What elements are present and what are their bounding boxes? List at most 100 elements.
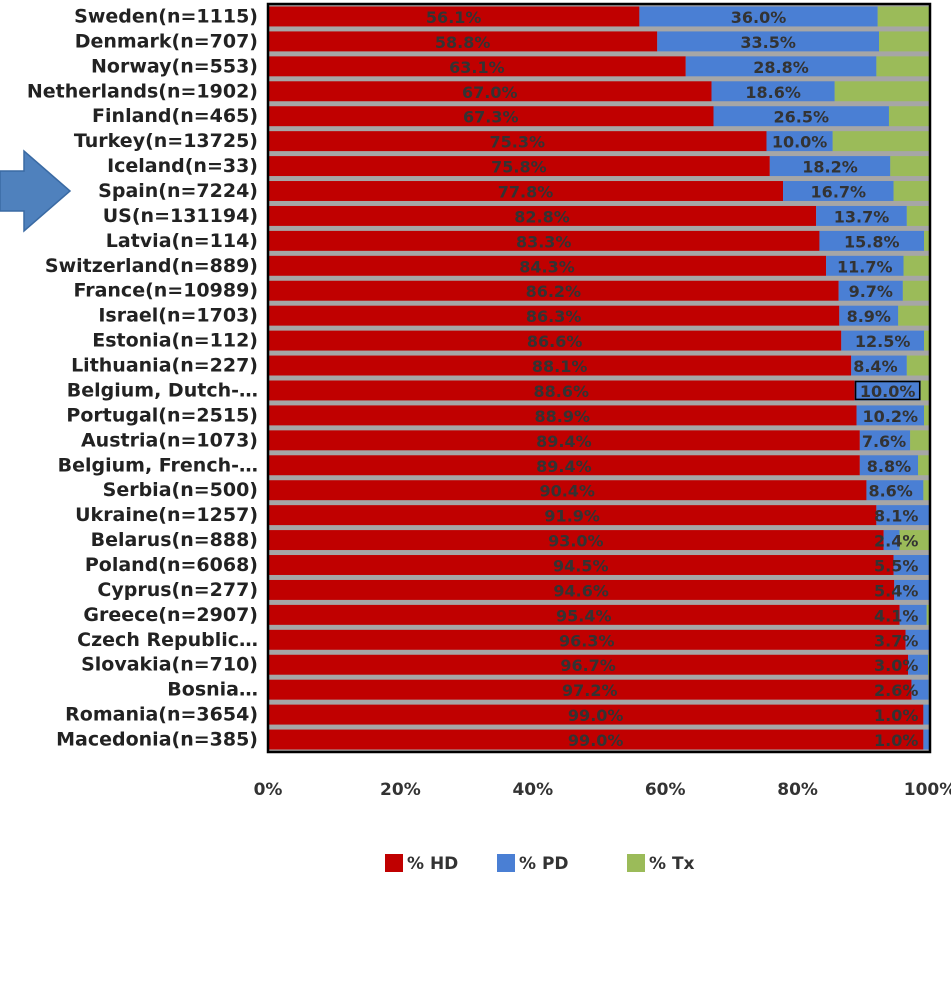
bar-pd-ukraine-n-1257	[876, 505, 930, 526]
plot-area	[268, 4, 930, 752]
label-pd-belgium-french: 8.8%	[867, 457, 911, 476]
label-hd-belgium-dutch: 88.6%	[534, 382, 590, 401]
bar-pd-belarus-n-888	[883, 530, 900, 551]
label-pd-bosnia: 2.6%	[874, 681, 918, 700]
bar-pd-us-n-131194	[816, 205, 907, 226]
label-pd-lithuania-n-227: 8.4%	[853, 357, 897, 376]
category-label-us-n-131194: US(n=131194)	[103, 205, 258, 227]
category-label-spain-n-7224: Spain(n=7224)	[98, 180, 258, 202]
bar-hd-serbia-n-500	[268, 480, 867, 501]
bar-hd-netherlands-n-1902	[268, 81, 712, 102]
bar-pd-romania-n-3654	[923, 704, 930, 725]
label-hd-portugal-n-2515: 88.9%	[535, 407, 591, 426]
bar-hd-sweden-n-1115	[268, 6, 640, 27]
category-label-czech-republic: Czech Republic…	[77, 629, 258, 651]
category-label-iceland-n-33: Iceland(n=33)	[107, 155, 258, 177]
bar-pd-poland-n-6068	[893, 555, 930, 575]
bar-pd-iceland-n-33	[769, 156, 891, 177]
label-pd-sweden-n-1115: 36.0%	[731, 8, 787, 27]
category-label-greece-n-2907: Greece(n=2907)	[83, 604, 258, 626]
label-hd-cyprus-n-277: 94.6%	[553, 581, 609, 600]
category-label-estonia-n-112: Estonia(n=112)	[92, 330, 258, 352]
bar-pd-slovakia-n-710	[908, 654, 929, 675]
bar-hd-poland-n-6068	[268, 555, 894, 575]
label-pd-estonia-n-112: 12.5%	[855, 332, 911, 351]
label-hd-belgium-french: 89.4%	[536, 457, 592, 476]
category-label-romania-n-3654: Romania(n=3654)	[65, 704, 258, 726]
bar-pd-macedonia-n-385	[923, 729, 930, 750]
bar-hd-spain-n-7224	[268, 181, 784, 201]
bar-hd-norway-n-553	[268, 56, 686, 77]
bar-pd-czech-republic	[905, 629, 930, 650]
bar-tx-france-n-10989	[902, 280, 930, 301]
bar-hd-estonia-n-112	[268, 330, 842, 351]
bar-pd-sweden-n-1115	[639, 6, 878, 27]
label-hd-lithuania-n-227: 88.1%	[532, 357, 588, 376]
label-hd-poland-n-6068: 94.5%	[553, 557, 609, 576]
bar-tx-iceland-n-33	[890, 156, 930, 177]
bar-tx-spain-n-7224	[893, 181, 930, 201]
x-tick-60: 60%	[645, 780, 686, 800]
legend-label-hd: % HD	[407, 854, 458, 874]
bar-pd-belgium-dutch	[854, 380, 921, 401]
label-pd-cyprus-n-277: 5.4%	[874, 581, 918, 600]
arrow-right-icon	[0, 149, 72, 233]
label-hd-romania-n-3654: 99.0%	[568, 706, 624, 725]
label-hd-us-n-131194: 82.8%	[514, 207, 570, 226]
label-hd-greece-n-2907: 95.4%	[556, 606, 612, 625]
bar-tx-israel-n-1703	[898, 305, 930, 326]
bar-pd-portugal-n-2515	[856, 405, 925, 426]
bar-hd-czech-republic	[268, 629, 906, 650]
category-label-belgium-french: Belgium, French-…	[58, 454, 258, 476]
bar-hd-latvia-n-114	[268, 230, 820, 251]
bar-hd-belgium-dutch	[268, 380, 855, 401]
bar-hd-turkey-n-13725	[268, 131, 767, 152]
bar-hd-switzerland-n-889	[268, 255, 827, 276]
label-hd-finland-n-465: 67.3%	[463, 108, 519, 127]
label-hd-israel-n-1703: 86.3%	[526, 307, 582, 326]
x-tick-0: 0%	[254, 780, 283, 800]
label-box-pd-belgium-dutch	[854, 380, 921, 401]
label-hd-sweden-n-1115: 56.1%	[426, 8, 482, 27]
category-label-norway-n-553: Norway(n=553)	[91, 55, 258, 77]
label-pd-iceland-n-33: 18.2%	[802, 158, 858, 177]
bar-pd-serbia-n-500	[866, 480, 924, 501]
label-pd-denmark-n-707: 33.5%	[740, 33, 796, 52]
label-pd-serbia-n-500: 8.6%	[868, 482, 912, 501]
bar-tx-greece-n-2907	[926, 604, 930, 625]
label-hd-norway-n-553: 63.1%	[449, 58, 505, 77]
x-tick-100: 100%	[904, 780, 951, 800]
bar-tx-switzerland-n-889	[903, 255, 930, 276]
legend-swatch-tx	[627, 854, 645, 872]
legend-label-pd: % PD	[519, 854, 569, 874]
label-pd-macedonia-n-385: 1.0%	[874, 731, 918, 750]
bar-pd-estonia-n-112	[841, 330, 925, 351]
category-label-ukraine-n-1257: Ukraine(n=1257)	[75, 504, 258, 526]
bar-hd-austria-n-1073	[268, 430, 860, 451]
bar-tx-turkey-n-13725	[832, 131, 930, 152]
bar-hd-belarus-n-888	[268, 530, 884, 551]
bar-pd-cyprus-n-277	[894, 579, 930, 600]
label-pd-finland-n-465: 26.5%	[773, 108, 829, 127]
label-hd-ukraine-n-1257: 91.9%	[544, 507, 600, 526]
category-label-macedonia-n-385: Macedonia(n=385)	[56, 729, 258, 751]
bar-tx-portugal-n-2515	[924, 405, 930, 426]
bar-pd-lithuania-n-227	[851, 355, 907, 376]
label-hd-serbia-n-500: 90.4%	[539, 482, 595, 501]
label-pd-belarus-n-888: 2.4%	[874, 532, 918, 551]
category-label-austria-n-1073: Austria(n=1073)	[81, 429, 258, 451]
label-pd-slovakia-n-710: 3.0%	[874, 656, 918, 675]
category-label-france-n-10989: France(n=10989)	[73, 280, 258, 302]
label-pd-switzerland-n-889: 11.7%	[837, 257, 893, 276]
bar-hd-us-n-131194	[268, 205, 817, 226]
category-label-portugal-n-2515: Portugal(n=2515)	[66, 404, 258, 426]
label-pd-austria-n-1073: 7.6%	[862, 432, 906, 451]
category-label-belgium-dutch: Belgium, Dutch-…	[67, 379, 258, 401]
bar-hd-iceland-n-33	[268, 156, 770, 177]
label-pd-us-n-131194: 13.7%	[834, 207, 890, 226]
bar-pd-latvia-n-114	[819, 230, 925, 251]
label-pd-norway-n-553: 28.8%	[753, 58, 809, 77]
label-hd-switzerland-n-889: 84.3%	[519, 257, 575, 276]
label-pd-turkey-n-13725: 10.0%	[772, 133, 828, 152]
